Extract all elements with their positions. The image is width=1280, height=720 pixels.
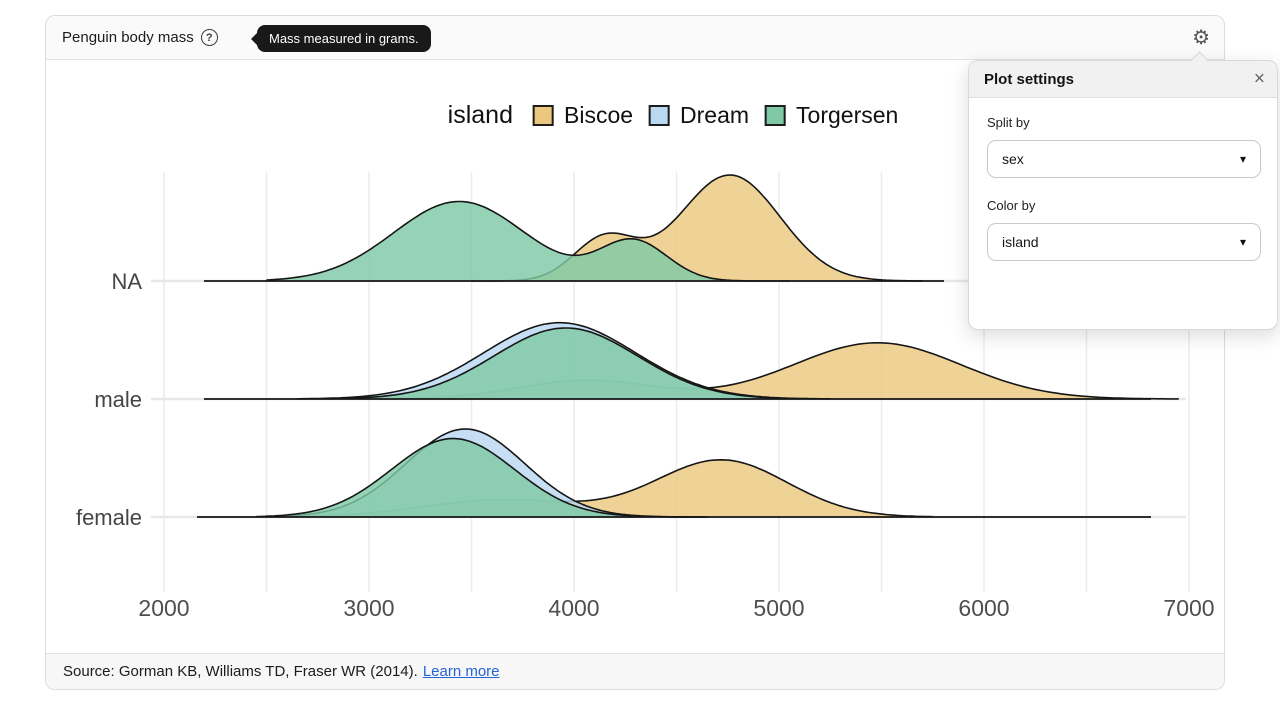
x-tick-label: 5000 [753, 595, 804, 621]
legend-label: Biscoe [563, 102, 634, 128]
chevron-down-icon: ▾ [1239, 235, 1246, 249]
row-label: female [76, 505, 142, 530]
learn-more-link[interactable]: Learn more [422, 663, 500, 680]
source-text: Source: Gorman KB, Williams TD, Fraser W… [63, 663, 418, 680]
color-by-label: Color by [987, 198, 1036, 213]
row-label: male [94, 387, 142, 412]
density-curve-torgersen [328, 327, 810, 400]
legend: island Biscoe Dream Torgersen [448, 101, 899, 130]
legend-swatch [649, 105, 671, 126]
x-tick-label: 7000 [1163, 595, 1214, 621]
legend-label: Dream [680, 102, 750, 128]
card-footer: Source: Gorman KB, Williams TD, Fraser W… [46, 653, 1224, 689]
help-icon[interactable]: ? [200, 29, 218, 46]
density-fill-torgersen [266, 201, 790, 281]
split-by-select[interactable]: sex ▾ [987, 140, 1261, 178]
panel-title: Plot settings [984, 70, 1075, 88]
x-tick-label: 4000 [548, 595, 599, 621]
legend-item-biscoe[interactable]: Biscoe [532, 102, 634, 129]
page-title: Penguin body mass [62, 29, 194, 46]
color-by-value: island [1002, 234, 1039, 250]
chart-area: NA male female 2000 3000 4000 5000 6000 7000 isl… [46, 60, 1224, 655]
legend-swatch [765, 105, 787, 126]
density-fill-torgersen [328, 328, 810, 399]
plot-settings-panel: Plot settings × Split by sex ▾ Color by … [968, 51, 1278, 330]
panel-header: Plot settings × [969, 61, 1277, 98]
density-curve-torgersen [266, 200, 790, 282]
split-by-label: Split by [987, 115, 1030, 130]
panel-body: Split by sex ▾ Color by island ▾ [969, 98, 1277, 298]
gear-icon[interactable]: ⚙ [1192, 26, 1210, 49]
color-by-select[interactable]: island ▾ [987, 223, 1261, 261]
chevron-down-icon: ▾ [1239, 152, 1246, 166]
close-icon[interactable]: × [1253, 68, 1265, 90]
legend-label: Torgersen [796, 102, 899, 128]
x-tick-label: 2000 [138, 595, 189, 621]
legend-title: island [447, 101, 513, 129]
x-tick-label: 6000 [958, 595, 1009, 621]
legend-item-dream[interactable]: Dream [649, 102, 749, 129]
tooltip: Mass measured in grams. [257, 25, 431, 52]
density-fill-torgersen [256, 438, 708, 517]
row-label: NA [111, 269, 142, 294]
legend-swatch [532, 105, 554, 126]
card-header: Penguin body mass ? Mass measured in gra… [46, 16, 1224, 60]
density-curve-torgersen [256, 437, 708, 518]
x-tick-label: 3000 [343, 595, 394, 621]
legend-item-torgersen[interactable]: Torgersen [765, 102, 898, 129]
split-by-value: sex [1002, 151, 1024, 167]
ridgeline-svg: NA male female 2000 3000 4000 5000 6000 7000 [76, 172, 1215, 621]
